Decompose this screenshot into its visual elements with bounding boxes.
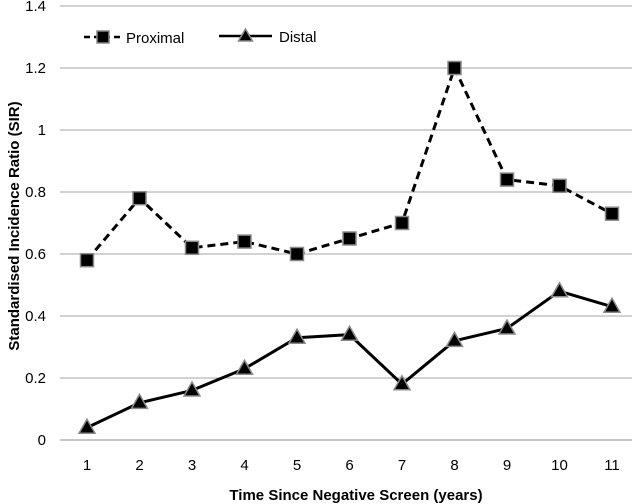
x-tick-label: 8 (450, 457, 458, 474)
data-point-proximal (499, 172, 515, 187)
data-point-distal (182, 380, 202, 397)
x-tick-label: 7 (398, 457, 406, 474)
series-line-distal (86, 289, 613, 429)
x-axis-label: Time Since Negative Screen (years) (229, 487, 482, 504)
data-point-proximal (447, 60, 462, 76)
data-point-proximal (237, 234, 252, 249)
data-point-distal (130, 392, 149, 410)
data-point-proximal (394, 215, 410, 231)
data-point-distal (287, 327, 307, 345)
legend-label-distal: Distal (279, 29, 317, 46)
data-point-distal (497, 318, 517, 335)
y-axis-label: Standardised Incidence Ratio (SIR) (6, 101, 23, 350)
data-point-proximal (79, 252, 95, 268)
x-tick-label: 10 (551, 457, 568, 474)
x-axis-ticks: 1 2 3 4 5 6 7 8 9 10 11 (83, 457, 620, 474)
data-point-distal (235, 358, 254, 376)
y-tick-label: 0.6 (25, 246, 46, 263)
x-tick-label: 2 (135, 457, 143, 474)
y-tick-label: 0.4 (25, 308, 46, 325)
legend-marker-distal (237, 27, 254, 42)
y-axis-ticks: 0 0.2 0.4 0.6 0.8 1 1.2 1.4 (25, 0, 46, 449)
y-tick-label: 1 (38, 122, 46, 139)
data-point-distal (392, 374, 412, 391)
legend: Proximal Distal (84, 27, 317, 47)
y-tick-label: 0 (38, 432, 46, 449)
data-point-proximal (604, 206, 620, 221)
x-tick-label: 6 (345, 457, 353, 474)
y-tick-label: 1.2 (25, 60, 46, 77)
legend-label-proximal: Proximal (126, 30, 184, 47)
x-tick-label: 4 (240, 457, 248, 474)
data-point-proximal (132, 190, 147, 206)
legend-marker-proximal (96, 30, 110, 44)
x-tick-label: 5 (293, 457, 301, 474)
data-point-proximal (552, 178, 567, 194)
x-tick-label: 1 (83, 457, 91, 474)
x-tick-label: 3 (188, 457, 196, 474)
y-tick-label: 0.8 (25, 184, 46, 201)
data-point-distal (602, 296, 622, 314)
data-point-distal (550, 281, 569, 298)
data-point-proximal (184, 240, 200, 256)
y-tick-label: 1.4 (25, 0, 46, 15)
data-point-distal (445, 330, 464, 348)
y-tick-label: 0.2 (25, 370, 46, 387)
data-point-distal (77, 417, 97, 434)
x-tick-label: 9 (503, 457, 511, 474)
x-tick-label: 11 (604, 457, 620, 474)
data-point-proximal (342, 231, 357, 246)
data-point-distal (340, 324, 359, 341)
gridlines (60, 5, 632, 379)
series-layer (77, 60, 622, 434)
data-point-proximal (289, 246, 305, 262)
